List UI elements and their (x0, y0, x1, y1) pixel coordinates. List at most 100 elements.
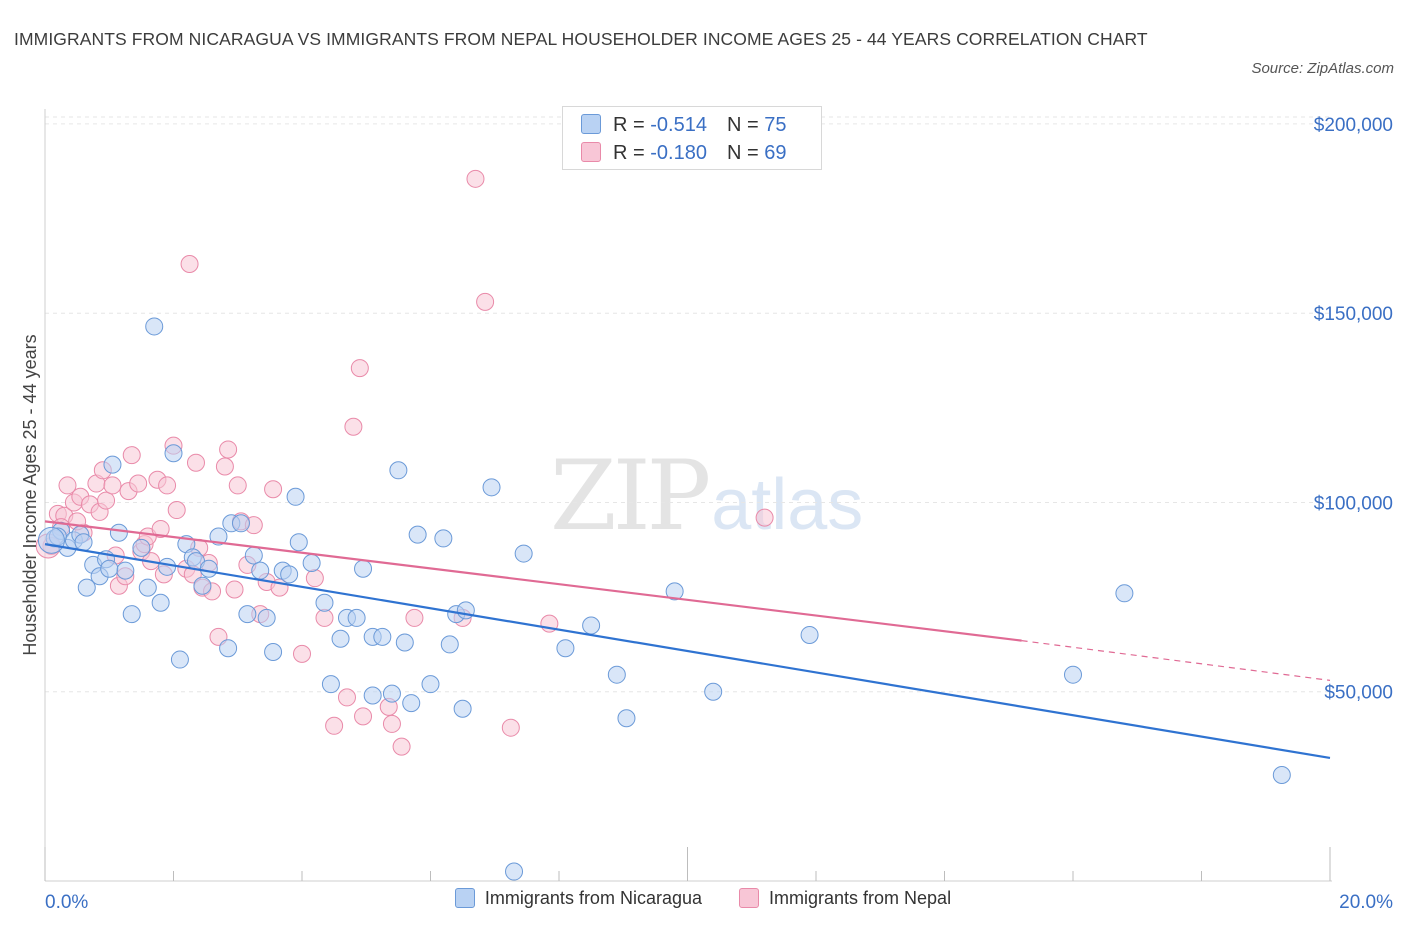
nicaragua-point (219, 639, 238, 658)
nepal-point (466, 169, 485, 188)
nicaragua-point (617, 709, 636, 728)
nicaragua-point (231, 514, 250, 533)
nicaragua-point (238, 605, 257, 624)
nepal-point (501, 718, 520, 737)
legend-swatch-nicaragua (454, 888, 475, 908)
grid-lines (45, 116, 1330, 693)
y-tick-label: $50,000 (1324, 683, 1393, 704)
nicaragua-point (209, 527, 228, 546)
nicaragua-point (170, 650, 189, 669)
legend-r-value: -0.180 (650, 142, 707, 164)
nicaragua-point (331, 629, 350, 648)
legend-label-nepal: Immigrants from Nepal (769, 888, 952, 908)
nepal-points (35, 169, 774, 756)
nicaragua-point (395, 633, 414, 652)
nicaragua-point (251, 561, 270, 580)
nepal-point (405, 608, 424, 627)
nicaragua-point (1064, 665, 1082, 684)
nicaragua-trend-line (44, 543, 1331, 760)
nicaragua-point (1115, 584, 1134, 603)
legend-row-nicaragua: R = -0.514 N = 75 (581, 114, 786, 142)
x-tick-label: 20.0% (1339, 892, 1393, 913)
series-legend: Immigrants from Nicaragua Immigrants fro… (0, 888, 1406, 909)
nicaragua-point (199, 559, 218, 578)
nicaragua-point (505, 862, 524, 881)
nicaragua-point (289, 533, 308, 552)
nicaragua-point (514, 544, 533, 563)
legend-n-label: N = (726, 142, 765, 164)
source-label: Source: ZipAtlas.com (1251, 60, 1394, 77)
nepal-trend-extension (1021, 640, 1331, 681)
nicaragua-point (315, 593, 334, 612)
nicaragua-points (37, 317, 1291, 881)
nicaragua-point (193, 576, 212, 595)
nicaragua-point (122, 605, 141, 624)
nicaragua-point (151, 593, 170, 612)
nepal-point (264, 480, 283, 499)
legend-n-label: N = (726, 114, 765, 136)
y-axis-label: Householder Income Ages 25 - 44 years (20, 334, 40, 655)
nicaragua-point (607, 665, 626, 684)
y-tick-label: $100,000 (1314, 493, 1393, 514)
nicaragua-point (164, 444, 183, 463)
nicaragua-point (582, 616, 601, 635)
nepal-point (97, 491, 116, 510)
nepal-point (158, 476, 177, 495)
nicaragua-point (363, 686, 382, 705)
nepal-point (151, 519, 170, 538)
legend-swatch-nicaragua (581, 114, 601, 134)
nepal-point (350, 359, 369, 378)
nepal-point (305, 569, 324, 588)
nicaragua-point (100, 559, 119, 578)
nicaragua-point (132, 538, 151, 557)
nicaragua-point (382, 684, 401, 703)
nicaragua-point (704, 682, 723, 701)
nepal-point (122, 446, 141, 465)
nepal-point (58, 476, 77, 495)
nicaragua-point (456, 601, 475, 620)
nicaragua-point (373, 627, 392, 646)
legend-r-label: R = (613, 114, 651, 136)
nicaragua-point (116, 561, 135, 580)
nepal-point (215, 457, 234, 476)
nepal-point (476, 292, 495, 311)
nicaragua-point (302, 554, 321, 573)
nepal-point (344, 417, 363, 436)
watermark-zip: ZIP (550, 440, 711, 552)
nepal-point (337, 688, 356, 707)
legend-r-label: R = (613, 142, 651, 164)
nicaragua-point (264, 642, 283, 661)
zipatlas-watermark: ZIPatlas (550, 440, 863, 552)
chart-title: IMMIGRANTS FROM NICARAGUA VS IMMIGRANTS … (14, 29, 1148, 49)
nepal-point (315, 608, 334, 627)
nicaragua-point (1272, 766, 1291, 785)
nicaragua-point (402, 694, 421, 713)
nepal-point (755, 508, 774, 527)
nicaragua-point (74, 533, 93, 552)
nicaragua-point (286, 487, 305, 506)
legend-row-nepal: R = -0.180 N = 69 (581, 142, 786, 170)
nicaragua-point (103, 455, 122, 474)
nicaragua-point (800, 625, 819, 644)
nicaragua-point (440, 635, 459, 654)
legend-swatch-nepal (581, 142, 601, 162)
trend-lines (44, 520, 1331, 760)
nepal-point (103, 476, 122, 495)
legend-item-nepal[interactable]: Immigrants from Nepal (739, 888, 951, 909)
nicaragua-point (145, 317, 164, 336)
nicaragua-point (347, 608, 366, 627)
nicaragua-point (665, 582, 684, 601)
nicaragua-point (389, 461, 408, 480)
legend-n-value: 75 (764, 114, 787, 136)
legend-r-value: -0.514 (650, 114, 707, 136)
nicaragua-point (321, 675, 340, 694)
nicaragua-point (354, 559, 373, 578)
watermark-atlas: atlas (711, 465, 864, 545)
nicaragua-point (257, 608, 276, 627)
nicaragua-point (158, 557, 177, 576)
nepal-trend-line (44, 520, 1022, 642)
legend-item-nicaragua[interactable]: Immigrants from Nicaragua (454, 888, 702, 909)
nepal-point (186, 453, 205, 472)
nepal-point (382, 714, 401, 733)
